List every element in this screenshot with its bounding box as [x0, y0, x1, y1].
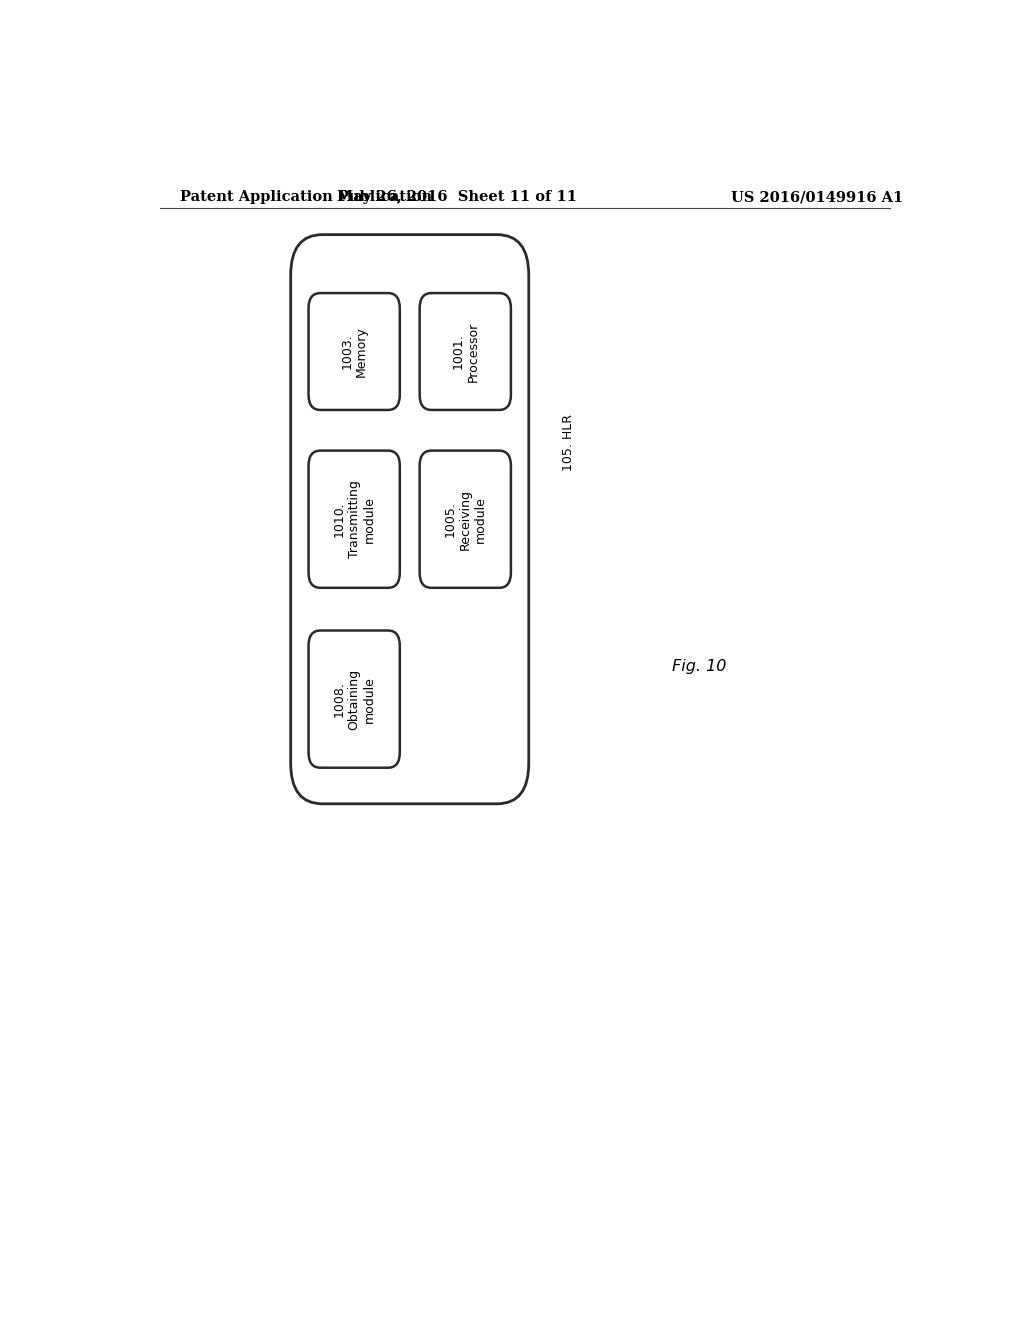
Text: US 2016/0149916 A1: US 2016/0149916 A1: [731, 190, 903, 205]
FancyBboxPatch shape: [308, 631, 399, 768]
Text: May 26, 2016  Sheet 11 of 11: May 26, 2016 Sheet 11 of 11: [337, 190, 578, 205]
FancyBboxPatch shape: [308, 450, 399, 587]
FancyBboxPatch shape: [308, 293, 399, 411]
Text: Fig. 10: Fig. 10: [672, 659, 727, 675]
Text: 1003.
Memory: 1003. Memory: [340, 326, 369, 378]
Text: 105. HLR: 105. HLR: [562, 414, 574, 471]
FancyBboxPatch shape: [420, 293, 511, 411]
FancyBboxPatch shape: [291, 235, 528, 804]
FancyBboxPatch shape: [420, 450, 511, 587]
Text: 1001.
Processor: 1001. Processor: [452, 321, 479, 381]
Text: 1010.
Transmitting
module: 1010. Transmitting module: [333, 480, 376, 558]
Text: 1008.
Obtaining
module: 1008. Obtaining module: [333, 668, 376, 730]
Text: Patent Application Publication: Patent Application Publication: [179, 190, 431, 205]
Text: 1005.
Receiving
module: 1005. Receiving module: [443, 488, 486, 549]
